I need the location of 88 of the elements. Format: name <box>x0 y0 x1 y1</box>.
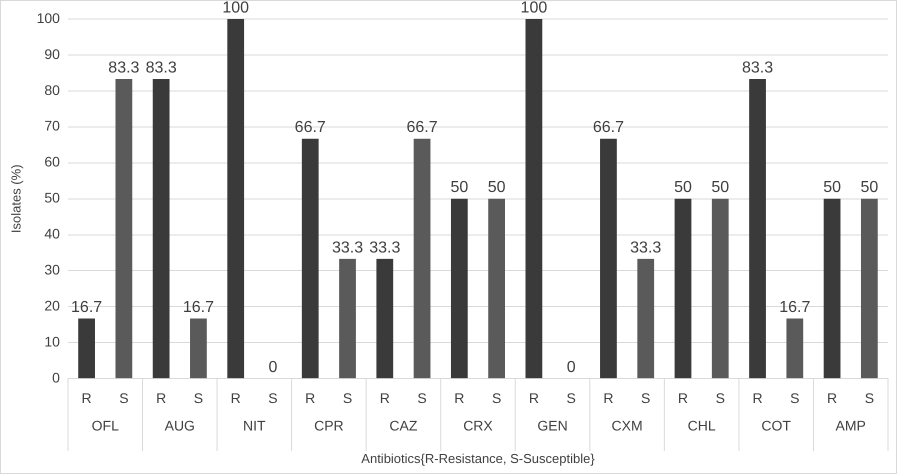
y-tick-label: 60 <box>44 154 60 170</box>
data-label: 16.7 <box>779 298 810 316</box>
bar <box>786 318 804 378</box>
y-tick-label: 10 <box>44 334 60 350</box>
data-label: 16.7 <box>182 298 214 316</box>
text: CXM <box>612 417 643 434</box>
bar <box>302 138 319 378</box>
bar <box>339 258 356 378</box>
data-label: 50 <box>488 179 506 196</box>
y-axis-title: Isolates (%) <box>8 164 24 234</box>
x-tick-label: R <box>305 390 316 406</box>
data-label: 83.3 <box>742 59 774 76</box>
data-label: 0 <box>566 359 576 376</box>
bar <box>749 79 766 378</box>
text: COT <box>761 417 792 434</box>
data-label: 50 <box>860 179 878 196</box>
data-label: 33.3 <box>369 239 400 256</box>
x-tick-label: R <box>380 390 390 406</box>
y-tick-label: 70 <box>44 118 60 134</box>
bar <box>824 198 840 378</box>
x-tick-label: S <box>641 390 650 406</box>
bar <box>637 258 654 378</box>
x-tick-label: R <box>603 390 614 406</box>
data-label: 0 <box>268 359 278 376</box>
x-tick-label: S <box>716 390 725 406</box>
bar <box>600 138 617 378</box>
x-tick-label: S <box>268 390 278 406</box>
data-label: 16.7 <box>71 298 102 316</box>
data-label: 33.3 <box>332 239 364 256</box>
text: CRX <box>463 417 494 434</box>
bar <box>190 318 207 378</box>
bar <box>674 198 692 378</box>
data-label: 66.7 <box>592 119 624 136</box>
y-tick-label: 100 <box>36 10 60 26</box>
bar <box>376 258 394 378</box>
y-tick-label: 50 <box>44 190 60 206</box>
data-label: 66.7 <box>406 119 438 136</box>
bar <box>450 198 468 378</box>
x-tick-label: R <box>827 390 838 406</box>
x-tick-label: S <box>566 390 576 406</box>
x-tick-label: S <box>119 390 129 406</box>
bar <box>115 79 132 378</box>
data-label: 50 <box>450 179 468 196</box>
y-tick-label: 0 <box>52 369 60 386</box>
x-tick-label: S <box>194 390 204 406</box>
x-tick-label: S <box>342 390 352 406</box>
data-label: 83.3 <box>146 59 177 76</box>
y-tick-label: 40 <box>44 226 60 242</box>
bar <box>152 79 170 378</box>
bar <box>860 198 878 378</box>
text: CAZ <box>389 417 418 434</box>
x-tick-label: S <box>417 390 427 406</box>
text: GEN <box>537 417 568 434</box>
x-tick-label: R <box>752 390 763 406</box>
data-label: 83.3 <box>108 59 140 76</box>
bar <box>488 198 506 378</box>
data-label: 100 <box>222 0 250 16</box>
bar <box>78 318 95 378</box>
text: CPR <box>314 417 344 434</box>
x-tick-label: R <box>454 390 464 406</box>
text: CHL <box>688 417 716 434</box>
y-tick-label: 30 <box>44 262 60 278</box>
x-tick-label: R <box>156 390 166 406</box>
y-tick-label: 20 <box>44 298 60 314</box>
y-tick-label: 80 <box>44 82 60 98</box>
x-tick-label: S <box>864 390 874 406</box>
data-label: 66.7 <box>294 119 326 136</box>
x-axis-title: Antibiotics{R-Resistance, S-Susceptible} <box>361 450 596 466</box>
bar <box>227 19 244 378</box>
text: AUG <box>164 417 195 434</box>
x-tick-label: R <box>82 390 92 406</box>
x-tick-label: R <box>678 390 688 406</box>
data-label: 50 <box>823 179 842 196</box>
y-tick-label: 90 <box>44 46 60 62</box>
bar <box>712 198 729 378</box>
x-tick-label: S <box>790 390 800 406</box>
data-label: 100 <box>520 0 548 16</box>
text: NIT <box>243 417 266 434</box>
bar <box>526 19 542 378</box>
x-tick-label: R <box>230 390 241 406</box>
data-label: 33.3 <box>630 239 662 256</box>
x-tick-label: S <box>492 390 502 406</box>
x-tick-label: R <box>528 390 539 406</box>
data-label: 50 <box>674 179 692 196</box>
text: AMP <box>836 417 866 434</box>
bar <box>414 138 430 378</box>
text: OFL <box>92 417 120 434</box>
data-label: 50 <box>711 179 730 196</box>
